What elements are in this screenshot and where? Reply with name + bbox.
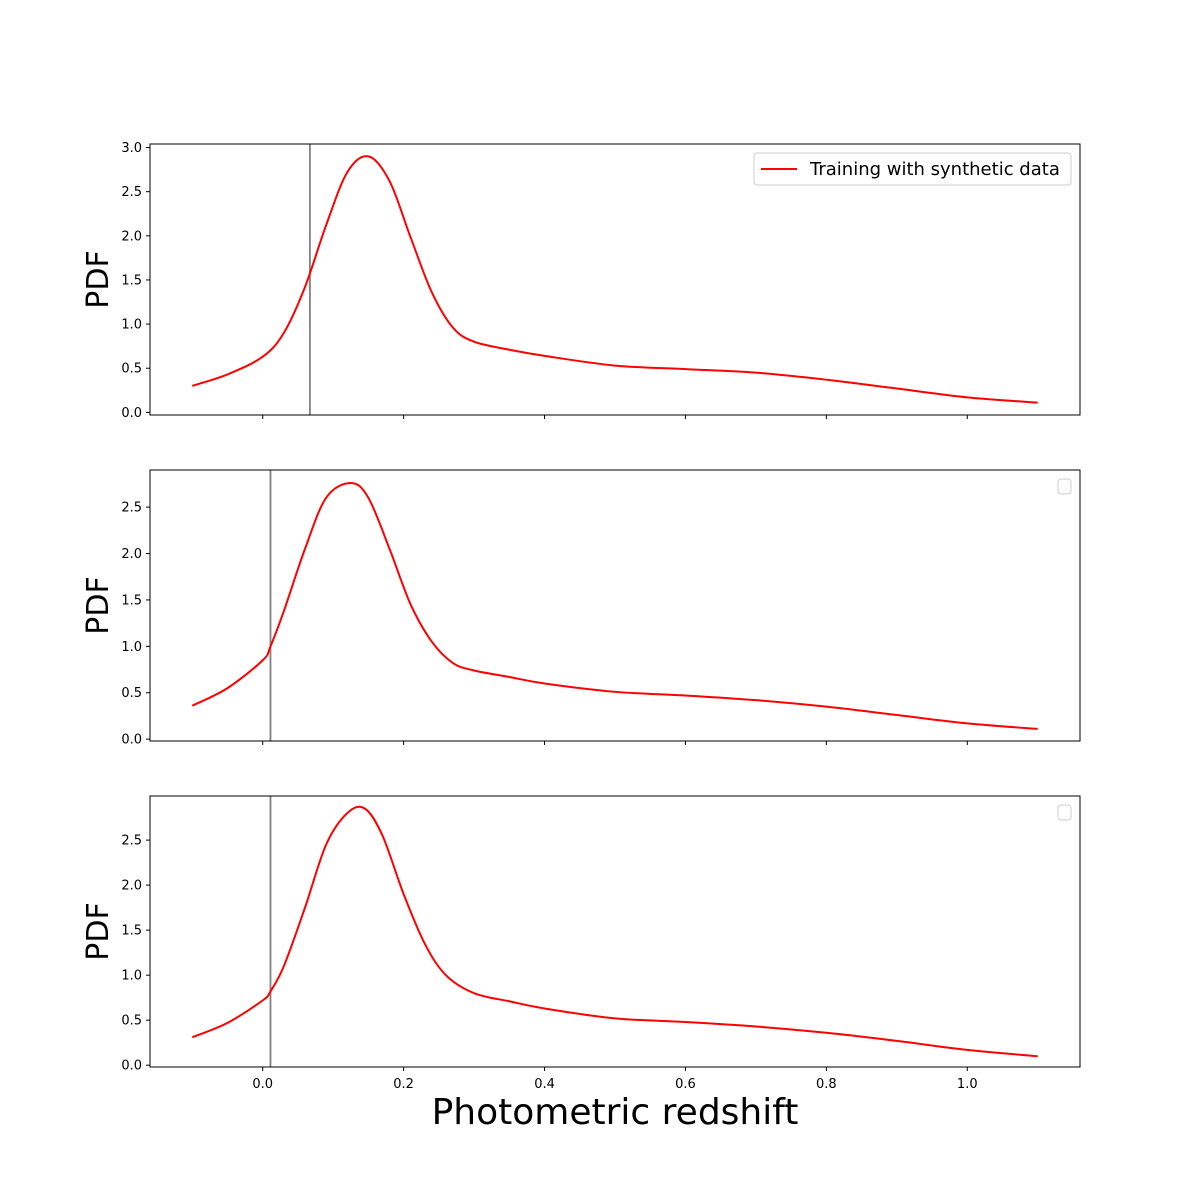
series-line [191,155,1038,404]
x-tick-label: 1.0 [957,1077,978,1092]
y-tick-label: 2.5 [121,834,142,849]
y-tick-label: 1.0 [121,969,142,984]
y-axis-label: PDF [81,902,116,960]
y-tick-label: 2.0 [121,229,142,244]
y-tick-label: 2.0 [121,879,142,894]
y-tick-label: 1.5 [121,273,142,288]
y-tick-label: 1.0 [121,318,142,333]
y-tick-label: 0.5 [121,686,142,701]
x-tick-label: 0.6 [675,1077,696,1092]
y-axis-label: PDF [81,576,116,634]
series-line [191,805,1038,1058]
y-tick-label: 3.0 [121,141,142,156]
y-tick-label: 2.5 [121,185,142,200]
axes-frame [149,143,1081,416]
y-tick-label: 2.5 [121,501,142,516]
legend-box-empty [1057,804,1072,821]
y-tick-label: 1.5 [121,593,142,608]
x-axis-label: Photometric redshift [432,1092,799,1133]
axes-frame [149,795,1081,1068]
y-tick-label: 0.0 [121,733,142,748]
y-tick-label: 0.5 [121,1014,142,1029]
y-tick-label: 0.5 [121,362,142,377]
y-tick-label: 0.0 [121,406,142,421]
x-tick-label: 0.8 [816,1077,837,1092]
x-tick-label: 0.2 [393,1077,414,1092]
y-axis-label: PDF [81,250,116,308]
axes-frame [149,469,1081,742]
x-tick-label: 0.4 [534,1077,555,1092]
x-tick-label: 0.0 [252,1077,273,1092]
series-line [191,481,1038,730]
legend-box [753,152,1072,186]
y-tick-label: 0.0 [121,1059,142,1074]
legend-label: Training with synthetic data [809,159,1060,180]
y-tick-label: 1.0 [121,640,142,655]
y-tick-label: 2.0 [121,547,142,562]
y-tick-label: 1.5 [121,924,142,939]
legend-box-empty [1057,478,1072,495]
